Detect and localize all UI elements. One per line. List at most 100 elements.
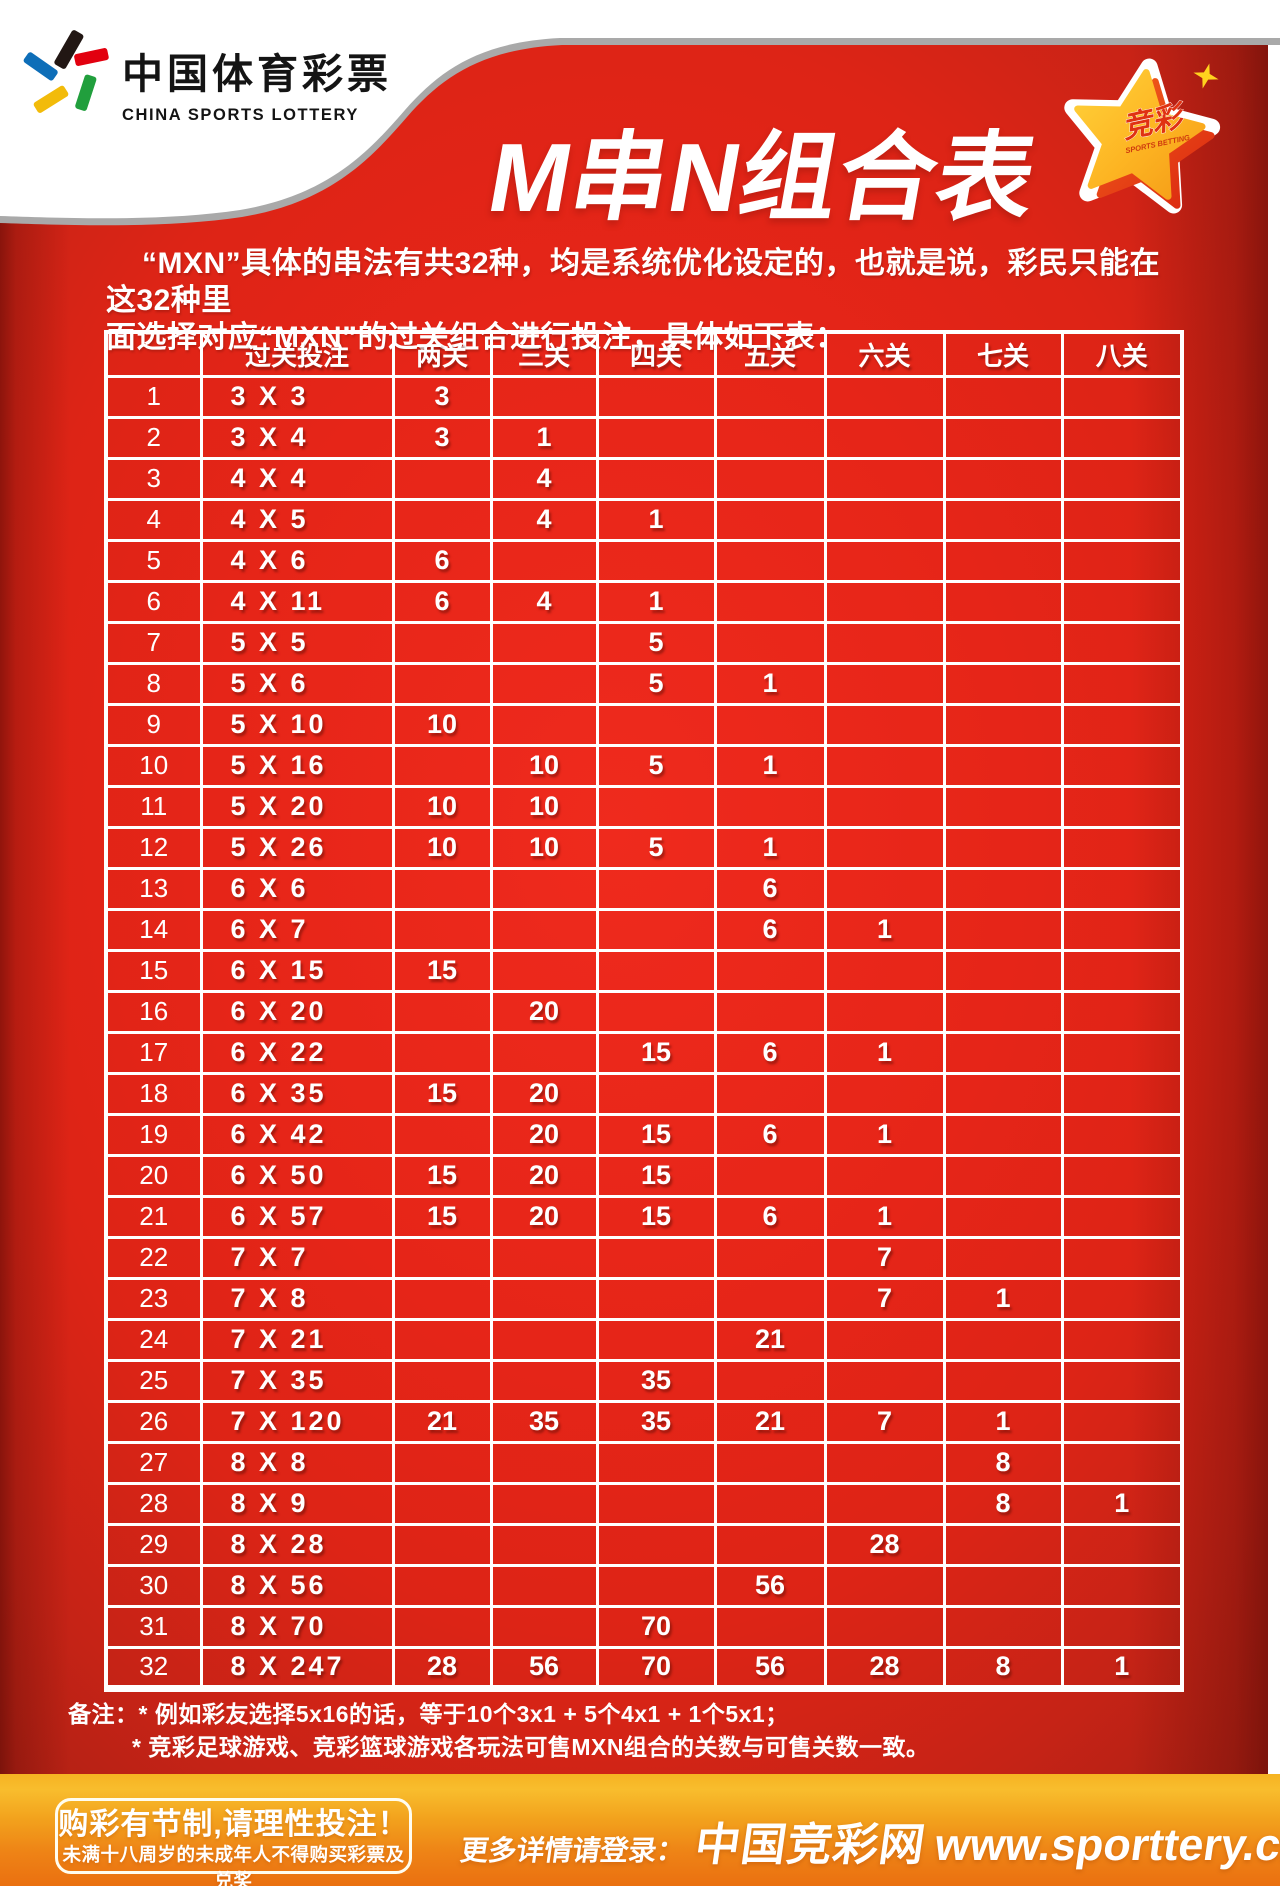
table-row: 18 6 X 35 15 20	[104, 1071, 1184, 1116]
warning-subtitle: 未满十八周岁的未成年人不得购买彩票及兑奖	[62, 1844, 405, 1886]
footer-bar: 购彩有节制,请理性投注！ 未满十八周岁的未成年人不得购买彩票及兑奖 更多详情请登…	[0, 1774, 1280, 1886]
value-cell	[823, 497, 946, 542]
column-header-6: 六关	[823, 330, 946, 378]
value-cell: 10	[489, 784, 599, 829]
value-cell	[391, 743, 493, 788]
value-cell: 1	[713, 825, 827, 870]
row-number: 25	[104, 1358, 203, 1403]
value-cell	[1060, 989, 1184, 1034]
value-cell	[489, 948, 599, 993]
value-cell	[391, 1481, 493, 1526]
value-cell: 8	[942, 1645, 1064, 1690]
bet-cell: 8 X 9	[199, 1481, 395, 1526]
value-cell	[595, 1317, 717, 1362]
value-cell	[823, 989, 946, 1034]
value-cell	[1060, 456, 1184, 501]
value-cell: 4	[489, 579, 599, 624]
row-number: 21	[104, 1194, 203, 1239]
value-cell	[489, 1522, 599, 1567]
table-row: 32 8 X 247 28 56 70 56 28 8 1	[104, 1645, 1184, 1690]
value-cell	[713, 374, 827, 419]
value-cell	[391, 1276, 493, 1321]
value-cell	[713, 1440, 827, 1485]
table-row: 19 6 X 42 20 15 6 1	[104, 1112, 1184, 1157]
value-cell	[595, 1276, 717, 1321]
row-number: 32	[104, 1645, 203, 1690]
value-cell	[595, 702, 717, 747]
value-cell	[391, 1317, 493, 1362]
value-cell	[713, 1153, 827, 1198]
note-line-2: * 竞彩足球游戏、竞彩篮球游戏各玩法可售MXN组合的关数与可售关数一致。	[68, 1731, 929, 1764]
value-cell: 1	[713, 743, 827, 788]
value-cell: 28	[823, 1645, 946, 1690]
bet-cell: 3 X 3	[199, 374, 395, 419]
value-cell: 20	[489, 1071, 599, 1116]
value-cell: 6	[713, 866, 827, 911]
value-cell	[713, 456, 827, 501]
value-cell	[1060, 1071, 1184, 1116]
china-sports-lottery-logo-icon	[23, 30, 109, 113]
table-row: 26 7 X 120 21 35 35 21 7 1	[104, 1399, 1184, 1444]
site-url[interactable]: www.sporttery.cn	[931, 1819, 1280, 1870]
value-cell: 56	[713, 1645, 827, 1690]
table-row: 22 7 X 7 7	[104, 1235, 1184, 1280]
bet-cell: 6 X 57	[199, 1194, 395, 1239]
value-cell: 8	[942, 1481, 1064, 1526]
value-cell	[391, 1522, 493, 1567]
value-cell: 35	[595, 1399, 717, 1444]
column-header-7: 七关	[942, 330, 1064, 378]
value-cell	[942, 948, 1064, 993]
value-cell	[942, 907, 1064, 952]
value-cell	[1060, 374, 1184, 419]
value-cell	[942, 1112, 1064, 1157]
brand-name-cn: 中国体育彩票	[122, 51, 392, 97]
table-row: 11 5 X 20 10 10	[104, 784, 1184, 829]
responsible-gaming-box: 购彩有节制,请理性投注！ 未满十八周岁的未成年人不得购买彩票及兑奖	[55, 1798, 412, 1886]
bet-cell: 5 X 5	[199, 620, 395, 665]
value-cell	[1060, 415, 1184, 460]
row-number: 19	[104, 1112, 203, 1157]
value-cell: 15	[595, 1112, 717, 1157]
bet-cell: 6 X 50	[199, 1153, 395, 1198]
value-cell: 6	[713, 1194, 827, 1239]
value-cell	[391, 661, 493, 706]
value-cell: 70	[595, 1604, 717, 1649]
value-cell	[823, 1481, 946, 1526]
column-header-4: 四关	[595, 330, 717, 378]
notes-label: 备注：	[68, 1701, 139, 1727]
value-cell: 1	[823, 1112, 946, 1157]
value-cell	[1060, 497, 1184, 542]
value-cell: 1	[713, 661, 827, 706]
value-cell	[391, 1440, 493, 1485]
column-header-2: 两关	[391, 330, 493, 378]
value-cell	[823, 456, 946, 501]
value-cell	[942, 456, 1064, 501]
bet-cell: 5 X 16	[199, 743, 395, 788]
value-cell: 6	[713, 1112, 827, 1157]
value-cell	[489, 1481, 599, 1526]
table-row: 25 7 X 35 35	[104, 1358, 1184, 1403]
value-cell	[942, 1153, 1064, 1198]
value-cell: 15	[391, 1071, 493, 1116]
value-cell	[713, 1276, 827, 1321]
value-cell	[595, 1440, 717, 1485]
value-cell: 15	[595, 1030, 717, 1075]
more-info-line: 更多详情请登录： 中国竞彩网 www.sporttery.cn	[457, 1808, 1280, 1873]
value-cell	[942, 374, 1064, 419]
value-cell: 28	[823, 1522, 946, 1567]
value-cell	[713, 948, 827, 993]
value-cell	[1060, 948, 1184, 993]
value-cell: 6	[713, 907, 827, 952]
value-cell	[489, 1030, 599, 1075]
value-cell	[1060, 1194, 1184, 1239]
sparkle-icon	[1193, 63, 1219, 89]
warning-title: 购彩有节制,请理性投注！	[58, 1808, 409, 1841]
value-cell	[823, 579, 946, 624]
bet-cell: 7 X 21	[199, 1317, 395, 1362]
column-header-8: 八关	[1060, 330, 1184, 378]
row-number: 8	[104, 661, 203, 706]
value-cell	[1060, 1317, 1184, 1362]
value-cell	[942, 702, 1064, 747]
table-row: 29 8 X 28 28	[104, 1522, 1184, 1567]
value-cell	[713, 1604, 827, 1649]
